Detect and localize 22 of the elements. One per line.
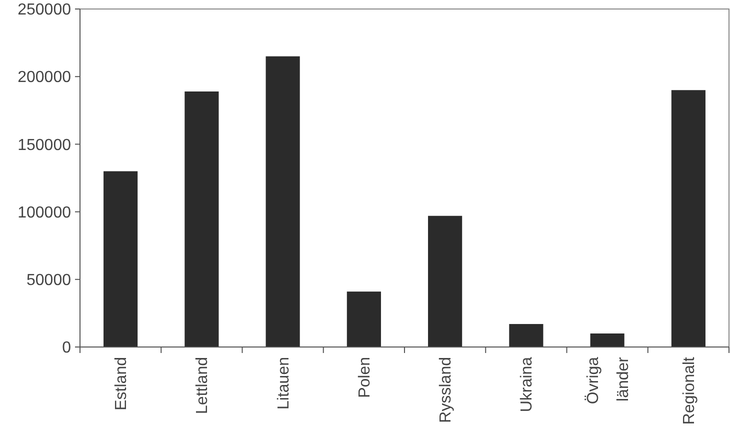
x-tick-label: Ukraina (518, 356, 536, 412)
bar (184, 91, 219, 347)
y-tick-label: 50000 (26, 272, 72, 289)
y-tick-label: 250000 (18, 2, 72, 19)
x-tick-label: Regionalt (680, 356, 698, 425)
x-tick-label: Lettland (194, 357, 212, 414)
x-tick-label: Polen (356, 357, 374, 398)
x-tick-label: Övriga länder (584, 356, 632, 404)
y-tick-label: 0 (62, 340, 72, 357)
bar (266, 56, 300, 347)
x-tick-label: Estland (113, 357, 130, 410)
bar (104, 171, 138, 347)
bar (509, 324, 544, 347)
y-tick-label: 200000 (18, 69, 72, 86)
y-tick-label: 150000 (18, 136, 72, 154)
bar (428, 216, 462, 347)
x-tick-label: Litauen (275, 357, 292, 410)
x-tick-label: Ryssland (438, 357, 455, 423)
bar (346, 292, 381, 347)
y-tick-label: 100000 (18, 204, 72, 222)
bar (671, 90, 706, 347)
bar (590, 333, 624, 347)
